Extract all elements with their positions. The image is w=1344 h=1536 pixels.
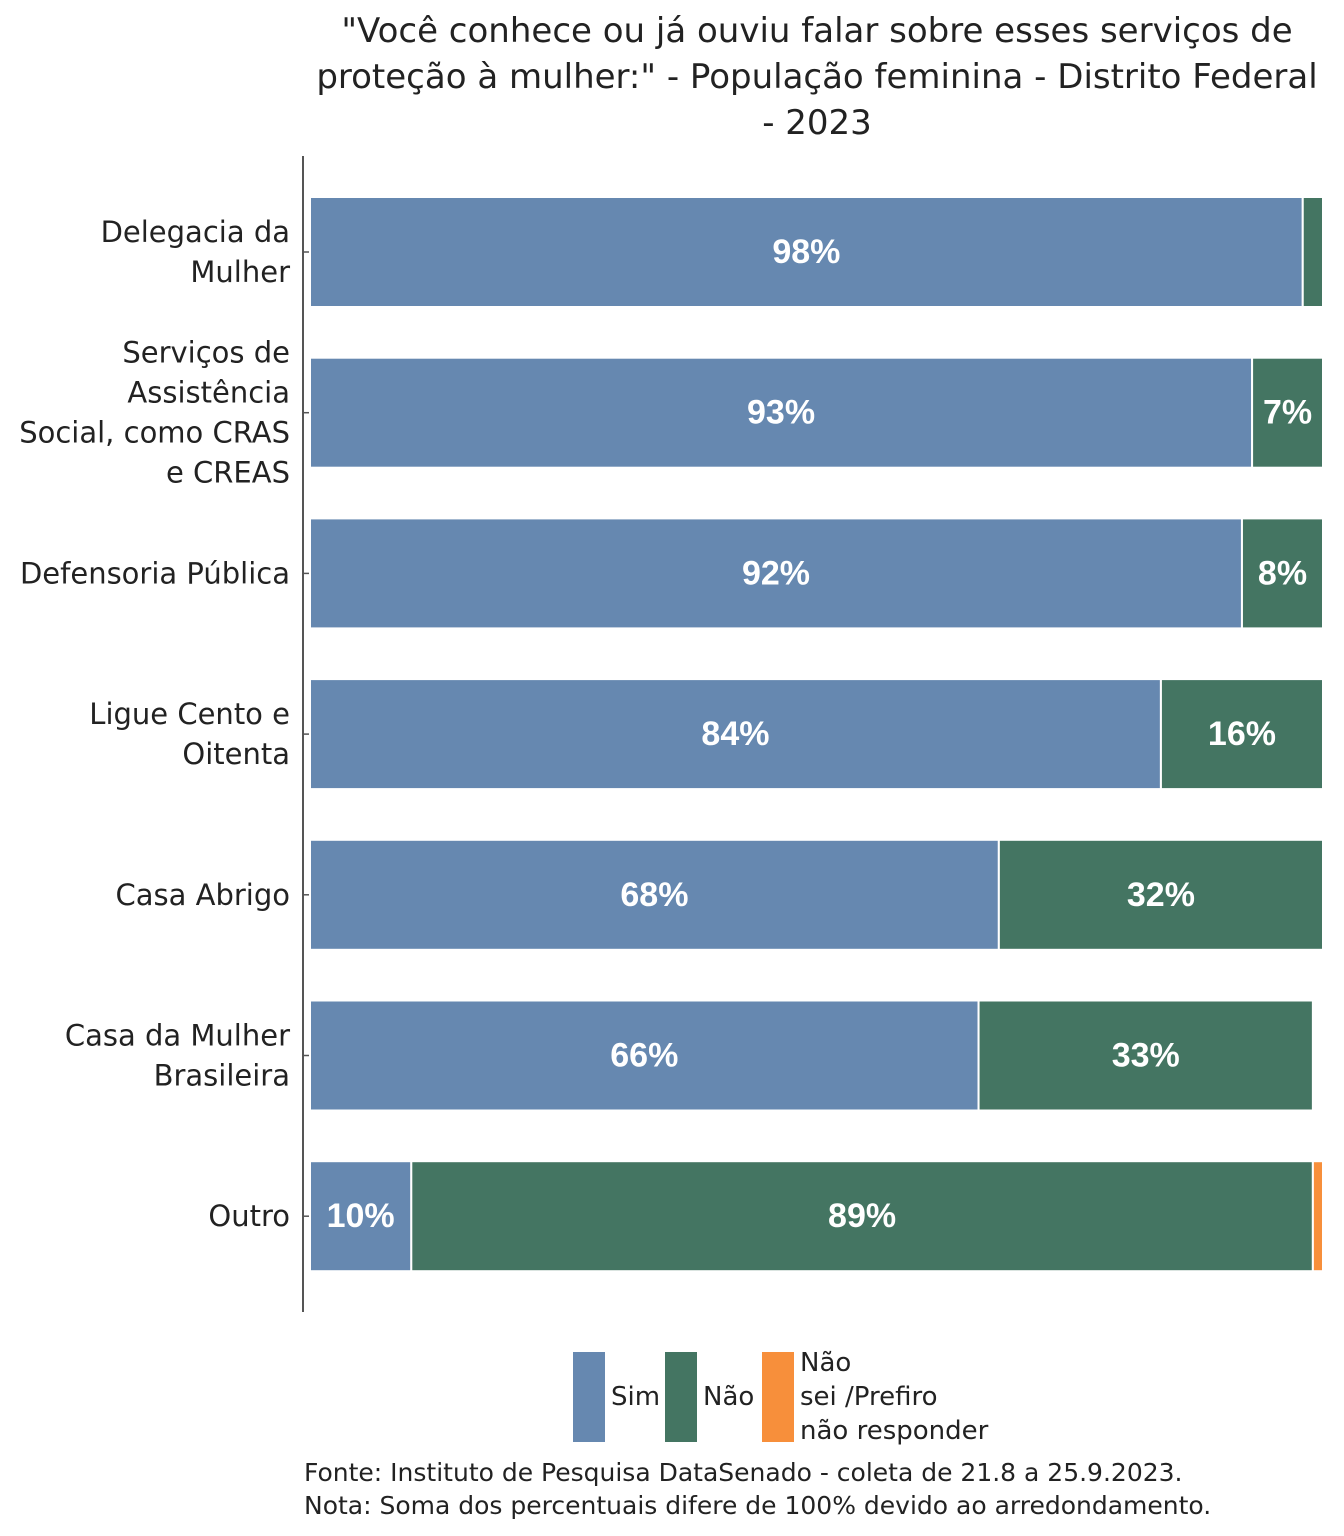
legend-label: Sim: [611, 1382, 660, 1412]
data-label: 92%: [742, 554, 810, 592]
category-label: Serviços de: [122, 336, 290, 370]
data-label: 33%: [1112, 1037, 1180, 1075]
data-label: 84%: [701, 715, 769, 753]
rounding-note: Nota: Soma dos percentuais difere de 100…: [304, 1491, 1212, 1520]
data-label: 66%: [610, 1037, 678, 1075]
category-label: Brasileira: [154, 1059, 290, 1093]
data-label: 93%: [747, 394, 815, 432]
category-label: Assistência: [127, 376, 290, 410]
data-label: 8%: [1258, 554, 1307, 592]
data-label: 68%: [620, 876, 688, 914]
chart-title-line: - 2023: [762, 103, 872, 143]
category-label: Delegacia da: [101, 215, 290, 249]
data-label: 32%: [1127, 876, 1195, 914]
category-label: Ligue Cento e: [89, 697, 290, 731]
bar-segment-sim: [309, 838, 1000, 951]
category-label: Outro: [208, 1199, 290, 1233]
legend-label: não responder: [800, 1416, 989, 1446]
category-label: e CREAS: [166, 456, 290, 490]
bar-segment-nao: [1159, 678, 1325, 791]
chart-title-line: proteção à mulher:" - População feminina…: [316, 57, 1318, 97]
bar-segment-sim: [309, 356, 1254, 469]
data-label: 89%: [828, 1197, 896, 1235]
category-label: Casa Abrigo: [116, 878, 291, 912]
category-label: Defensoria Pública: [20, 556, 290, 590]
legend-swatch: [573, 1352, 605, 1442]
category-label: Casa da Mulher: [65, 1019, 290, 1053]
legend-label: sei /Prefiro: [800, 1382, 938, 1412]
legend-swatch: [665, 1352, 697, 1442]
legend-swatch: [762, 1352, 794, 1442]
legend-label: Não: [800, 1348, 851, 1378]
bar-segment-nao-sei: [1311, 1160, 1324, 1273]
source-note: Fonte: Instituto de Pesquisa DataSenado …: [304, 1458, 1183, 1487]
category-label: Social, como CRAS: [19, 416, 290, 450]
bar-segment-nao: [1251, 356, 1324, 469]
bar-segment-sim: [309, 999, 980, 1112]
chart-title-line: "Você conhece ou já ouviu falar sobre es…: [341, 11, 1293, 51]
category-label: Mulher: [190, 255, 290, 289]
bar-segment-nao: [1301, 196, 1324, 308]
data-label: 98%: [772, 233, 840, 271]
bar-segment-sim: [309, 517, 1243, 630]
data-label: 7%: [1263, 394, 1312, 432]
chart-notes: Fonte: Instituto de Pesquisa DataSenado …: [304, 1456, 1211, 1522]
bar-segment-sim: [309, 678, 1162, 791]
data-label: 10%: [327, 1197, 395, 1235]
bar-segment-nao: [410, 1160, 1314, 1273]
bar-segment-sim: [309, 196, 1304, 308]
bar-segment-nao: [997, 838, 1325, 951]
legend-label: Não: [703, 1382, 754, 1412]
bar-segment-nao: [977, 999, 1314, 1112]
chart-title: "Você conhece ou já ouviu falar sobre es…: [290, 8, 1344, 146]
data-label: 16%: [1208, 715, 1276, 753]
bar-segment-nao: [1240, 517, 1324, 630]
category-label: Oitenta: [182, 737, 290, 771]
